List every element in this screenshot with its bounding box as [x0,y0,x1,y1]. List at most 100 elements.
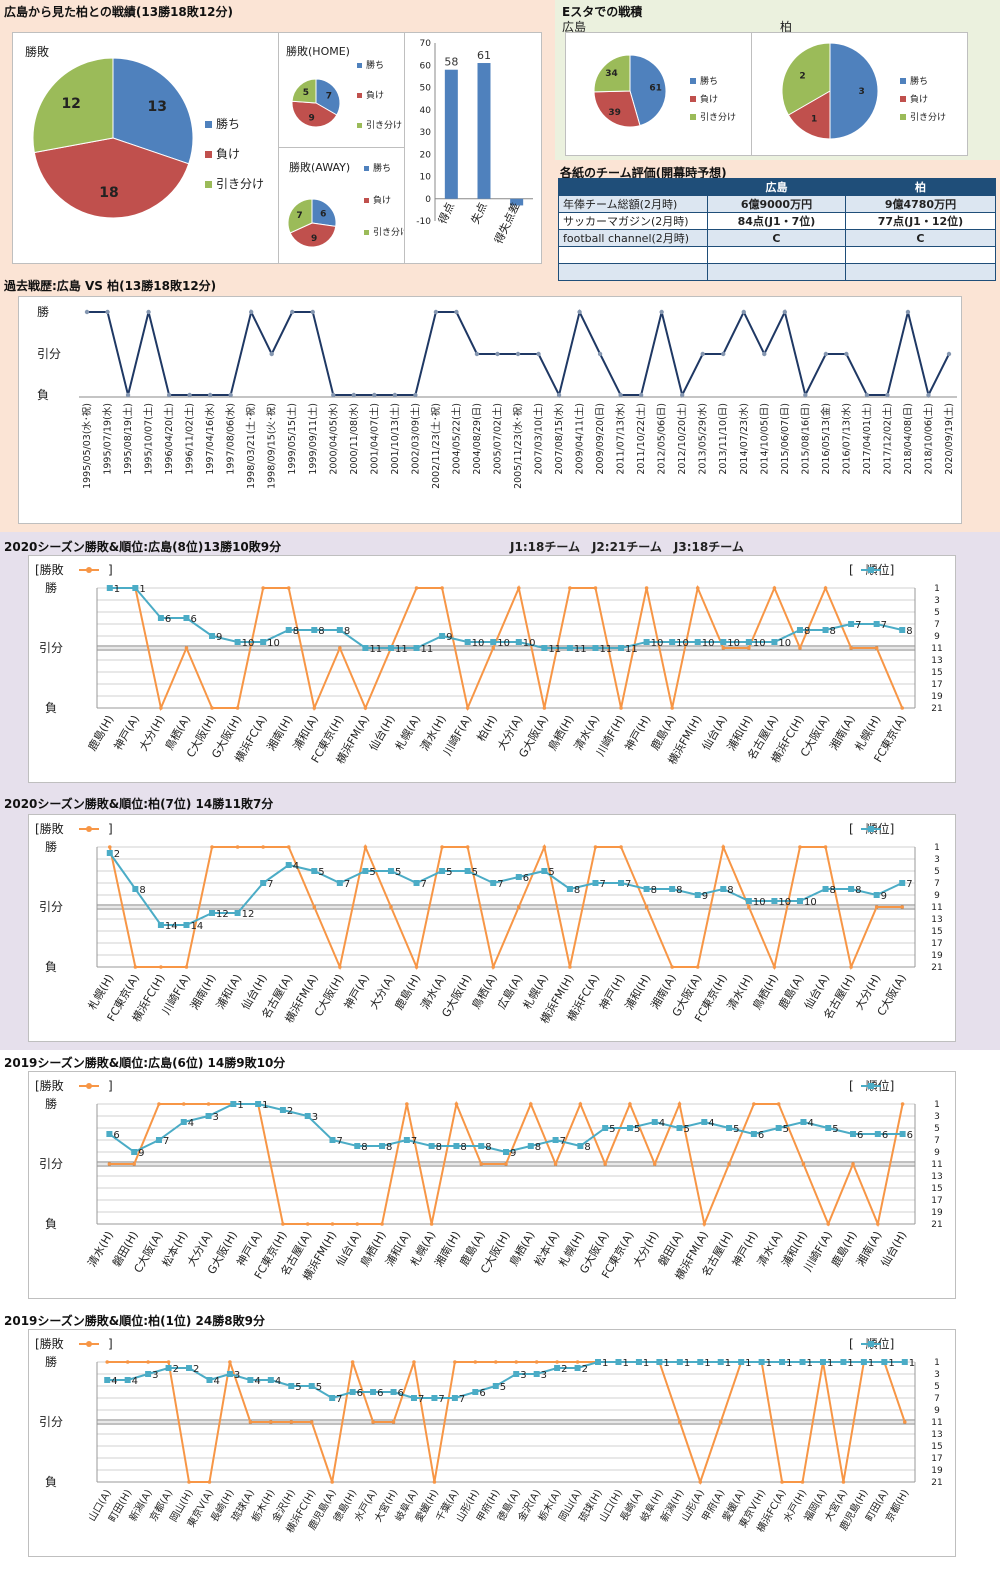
x-date-label: 2009/09/20(日) [595,403,606,475]
legend-label: 引き分け [910,112,946,123]
pie-value-label: 61 [649,84,662,94]
x-date-label: 2000/04/05(水) [327,403,339,475]
rank-marker [260,639,267,645]
x-date-label: 1995/10/07(土) [143,403,155,475]
rank-marker [515,874,522,880]
rank-data-label: 6 [377,1388,383,1399]
rank-data-label: 10 [702,638,715,649]
season-title: 2019シーズン勝敗&順位:柏(1位) 24勝8敗9分 [4,1314,265,1328]
legend-marker-rank [868,1083,874,1089]
legend-bracket: ] [108,1079,113,1093]
evaluation-row: football channel(2月時) C C [558,229,997,247]
evaluation-kashiwa-value: 77点(J1・12位) [844,212,997,230]
x-date-label: 2012/05/06(日) [657,403,668,475]
result-marker [465,845,470,849]
rank-data-label: 9 [216,632,222,643]
rank-marker [413,645,420,651]
evaluation-row: 年俸チーム総額(2月時) 6億9000万円 9億4780万円 [558,195,997,213]
result-marker [269,1420,273,1424]
result-marker [184,646,189,650]
result-marker [752,1102,756,1106]
y-level-label: 負 [45,701,57,715]
rank-data-label: 4 [659,1118,665,1129]
rank-data-label: 2 [193,1364,199,1375]
rank-marker [390,1389,397,1395]
legend-marker-result [86,1083,92,1089]
result-marker [132,1162,136,1166]
rank-marker [478,1143,485,1149]
goals-bar [444,69,458,199]
result-marker [823,351,829,357]
evaluation-hiroshima-value: 6億9000万円 [707,195,846,213]
x-date-label: 2001/10/13(土) [389,403,401,475]
result-marker [823,586,828,590]
result-marker [946,351,952,357]
legend-label-result: [勝敗 [35,1078,64,1093]
rank-marker [745,898,752,904]
rank-data-label: 6 [882,1130,888,1141]
rank-marker [850,1131,857,1137]
rank-data-label: 10 [267,638,280,649]
rank-data-label: 8 [293,626,299,637]
rank-marker [370,1389,377,1395]
result-marker [593,586,598,590]
rank-data-label: 8 [804,626,810,637]
evaluation-hiroshima-value: 84点(J1・7位) [707,212,846,230]
result-marker [166,392,172,398]
legend-label: 勝ち [366,59,384,71]
rank-marker [541,868,548,874]
rank-data-label: 9 [510,1148,516,1159]
rank-marker [336,627,343,633]
result-marker [800,1480,805,1484]
rank-marker [592,645,599,651]
rank-marker [618,645,625,651]
result-marker [491,965,496,969]
rank-data-label: 5 [318,867,324,878]
result-marker [235,845,240,849]
result-marker [286,845,291,849]
rank-marker [503,1149,509,1155]
rank-tick-label: 19 [931,1466,943,1476]
x-date-label: 2004/05/22(土) [450,403,462,475]
legend-label: 勝ち [910,75,928,87]
rank-tick-label: 19 [931,951,943,961]
x-date-label: 1998/03/21(土･祝) [245,403,257,489]
rank-data-label: 7 [906,879,912,890]
rank-marker [592,880,599,886]
result-marker [330,1480,334,1484]
rank-marker [602,1125,609,1131]
pie-slice [781,42,831,116]
rank-marker [635,1359,642,1365]
rank-data-label: 1 [684,1358,690,1369]
estadium-title: Eスタでの戦積 [562,5,643,19]
rank-data-label: 6 [857,1130,863,1141]
rank-data-label: 3 [541,1370,547,1381]
rank-data-label: 5 [733,1124,739,1135]
rank-marker [157,615,164,621]
pie-value-label: 9 [311,234,317,244]
y-level-label: 負 [45,960,57,974]
rank-marker [566,645,573,651]
history-title: 過去戦歴:広島 VS 柏(13勝18敗12分) [4,279,217,293]
rank-marker [799,1359,806,1365]
rank-data-label: 11 [548,644,561,655]
pie-value-label: 7 [296,211,302,221]
result-marker [803,392,808,398]
x-date-label: 2016/07/13(水) [840,403,852,475]
rank-marker [304,1113,311,1119]
rank-data-label: 7 [599,879,605,890]
result-marker [772,586,777,590]
result-marker [905,309,911,315]
rank-marker [881,1359,888,1365]
x-date-label: 2004/08/29(日) [472,403,483,475]
rank-tick-label: 11 [931,1418,942,1428]
rank-marker [873,892,880,898]
rank-data-label: 2 [561,1364,567,1375]
season-chart-panel: [勝敗][ 順位] 1 3 5 7 9 11 13 15 17 19 21 勝引分負 1 1 6 6 9 10 10 8… [28,555,956,783]
rank-marker [106,585,113,591]
legend-label: 勝ち [700,75,718,87]
rank-marker [349,1389,356,1395]
rank-marker [566,886,573,892]
